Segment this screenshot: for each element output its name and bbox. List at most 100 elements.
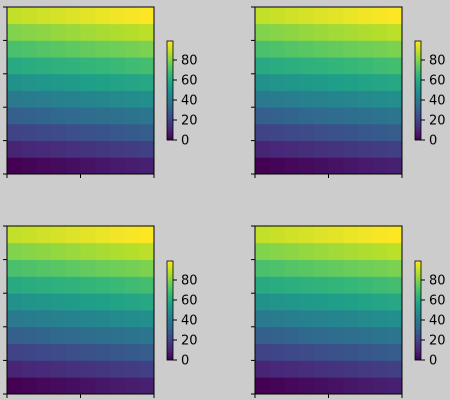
colorbar-segment <box>415 327 421 329</box>
heatmap-cell <box>299 73 315 91</box>
heatmap-cell <box>299 242 315 260</box>
heatmap-cell <box>124 7 140 25</box>
heatmap-cell <box>7 90 23 108</box>
heatmap-cell <box>372 40 388 58</box>
colorbar-segment <box>415 313 421 316</box>
heatmap-cell <box>299 107 315 125</box>
colorbar-segment <box>415 80 421 83</box>
colorbar-segment <box>167 47 173 50</box>
colorbar-segment <box>167 98 173 101</box>
heatmap-cell <box>372 276 388 294</box>
heatmap-cell <box>139 326 155 344</box>
colorbar-segment <box>167 50 173 53</box>
colorbar-segment <box>415 295 421 298</box>
heatmap-cell <box>343 326 359 344</box>
heatmap-cell <box>95 326 111 344</box>
heatmap-cell <box>21 40 37 58</box>
heatmap-cell <box>95 377 111 395</box>
heatmap-cell <box>95 259 111 277</box>
heatmap-cell <box>21 310 37 328</box>
colorbar-segment <box>167 60 173 63</box>
heatmap-cell <box>387 140 403 158</box>
heatmap-cell <box>313 57 329 75</box>
heatmap-cell <box>357 107 373 125</box>
heatmap-cell <box>313 360 329 378</box>
colorbar-segment <box>415 64 421 67</box>
colorbar-segment <box>167 348 173 351</box>
colorbar-segment <box>167 346 173 349</box>
colorbar-segment <box>415 280 421 283</box>
colorbar-segment <box>167 308 173 311</box>
colorbar-segment <box>415 67 421 70</box>
heatmap-cell <box>387 123 403 141</box>
colorbar-segment <box>167 120 173 123</box>
colorbar-segment <box>415 272 421 275</box>
heatmap-cell <box>372 107 388 125</box>
colorbar-tick-label: 20 <box>429 334 446 349</box>
heatmap-cell <box>284 310 300 328</box>
heatmap-cell <box>21 259 37 277</box>
heatmap-cell <box>80 7 96 25</box>
heatmap-cell <box>51 276 67 294</box>
heatmap-cell <box>139 276 155 294</box>
heatmap-cell <box>328 7 344 25</box>
colorbar-segment <box>167 338 173 341</box>
heatmap-cell <box>357 140 373 158</box>
colorbar-segment <box>415 305 421 308</box>
heatmap-cell <box>299 310 315 328</box>
colorbar-segment <box>167 52 173 55</box>
colorbar-segment <box>415 356 421 359</box>
colorbar-segment <box>415 98 421 101</box>
colorbar-segment <box>415 308 421 311</box>
heatmap-cell <box>36 310 52 328</box>
heatmap-cell <box>357 377 373 395</box>
heatmap-cell <box>21 57 37 75</box>
heatmap-cell <box>313 157 329 175</box>
colorbar-segment <box>415 275 421 278</box>
heatmap-cell <box>109 107 125 125</box>
heatmap-panel-4: 0 20 40 60 80 <box>251 225 446 398</box>
heatmap-cell <box>139 40 155 58</box>
colorbar-segment <box>167 307 173 310</box>
colorbar-segment <box>415 320 421 323</box>
colorbar-segment <box>167 356 173 359</box>
colorbar-segment <box>167 294 173 296</box>
colorbar-segment <box>167 128 173 131</box>
heatmap-cell <box>269 360 285 378</box>
colorbar-segment <box>167 90 173 93</box>
heatmap-cell <box>65 23 81 41</box>
heatmap-cell <box>387 310 403 328</box>
heatmap-cell <box>269 276 285 294</box>
colorbar-segment <box>167 275 173 278</box>
colorbar-segment <box>415 343 421 346</box>
heatmap-cell <box>65 310 81 328</box>
heatmap-cell <box>313 73 329 91</box>
colorbar-segment <box>415 85 421 88</box>
colorbar-segment <box>415 97 421 100</box>
heatmap-cell <box>124 343 140 361</box>
heatmap-cell <box>284 157 300 175</box>
heatmap-cell <box>139 123 155 141</box>
heatmap-cell <box>109 226 125 244</box>
colorbar-segment <box>415 131 421 134</box>
heatmap-cell <box>139 343 155 361</box>
heatmap-cell <box>343 259 359 277</box>
colorbar-segment <box>415 346 421 349</box>
heatmap-cell <box>124 123 140 141</box>
colorbar-segment <box>415 83 421 86</box>
colorbar-segment <box>167 284 173 287</box>
colorbar-segment <box>167 285 173 288</box>
heatmap-panel-1: 0 20 40 60 80 <box>3 6 198 178</box>
colorbar-segment <box>167 72 173 75</box>
heatmap-cell <box>255 326 271 344</box>
heatmap-cell <box>80 293 96 311</box>
heatmap-cell <box>95 360 111 378</box>
heatmap-cell <box>36 107 52 125</box>
colorbar-segment <box>167 345 173 348</box>
heatmap-cell <box>65 140 81 158</box>
colorbar-segment <box>415 303 421 306</box>
colorbar-segment <box>167 297 173 300</box>
heatmap-cell <box>255 7 271 25</box>
colorbar-segment <box>415 121 421 124</box>
colorbar-segment <box>415 284 421 287</box>
